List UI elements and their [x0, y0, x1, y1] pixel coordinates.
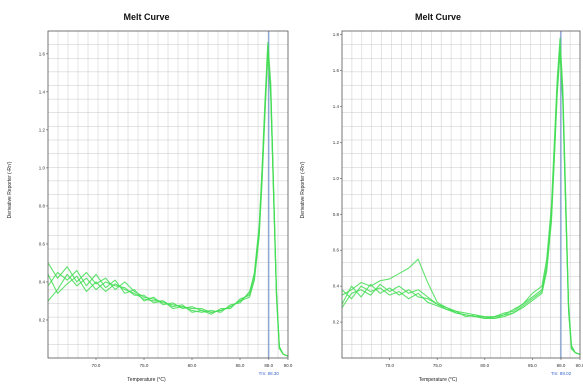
x-tick-label: 90.0 — [284, 363, 293, 368]
melt-curve-chart-right: Melt Curve Derivative Reporter (-Rn') Te… — [293, 0, 583, 387]
y-tick-label: 1.0 — [333, 176, 340, 181]
grid — [48, 31, 288, 358]
series-line-4 — [341, 52, 581, 355]
y-tick-label: 1.4 — [333, 104, 340, 109]
chart-title: Melt Curve — [414, 12, 461, 22]
x-tick-label: 85.0 — [236, 363, 245, 368]
x-tick-label: 80.0 — [188, 363, 197, 368]
y-tick-label: 1.8 — [333, 32, 340, 37]
y-tick-label: 1.4 — [39, 89, 46, 94]
x-tick-label: 88.0 — [264, 363, 273, 368]
chart-title: Melt Curve — [123, 12, 170, 22]
x-tick-label: 70.0 — [385, 363, 394, 368]
y-tick-label: 0.4 — [39, 279, 46, 284]
x-axis-label: Temperature (°C) — [418, 377, 458, 383]
x-tick-label: 88.0 — [557, 363, 566, 368]
plot-frame — [47, 30, 289, 359]
x-tick-label: 80.0 — [480, 363, 489, 368]
y-tick-label: 0.4 — [333, 284, 340, 289]
x-axis-label: Temperature (°C) — [127, 377, 166, 383]
grid — [342, 31, 580, 358]
x-tick-label: 70.0 — [92, 363, 101, 368]
x-tick-label: 75.0 — [140, 363, 149, 368]
y-tick-label: 0.8 — [333, 212, 340, 217]
y-tick-label: 1.0 — [39, 165, 46, 170]
x-tick-label: 75.0 — [433, 363, 442, 368]
y-tick-label: 0.8 — [39, 203, 46, 208]
y-tick-label: 0.6 — [39, 241, 46, 246]
melt-curve-chart-left: Melt Curve Derivative Reporter (-Rn') Te… — [7, 12, 293, 383]
y-tick-label: 1.2 — [333, 140, 340, 145]
tm-label: Tm: 88.30 — [259, 371, 280, 376]
tm-label: Tm: 88.02 — [551, 371, 572, 376]
plot-frame — [341, 30, 581, 359]
x-tick-label: 85.0 — [528, 363, 537, 368]
y-tick-label: 1.6 — [39, 51, 46, 56]
melt-curve-plot: Tm: 88.02 0.2 0.4 0.6 0.8 1.0 1.2 1.4 1.6 1.8 70.0… — [333, 30, 583, 376]
y-tick-label: 1.6 — [333, 68, 340, 73]
melt-curve-plot: Tm: 88.30 0.2 0.4 0.6 0.8 1.0 1.2 1.4 1.6 70.0 75.… — [39, 30, 293, 376]
y-tick-label: 0.6 — [333, 248, 340, 253]
series-line-4 — [47, 53, 289, 357]
y-tick-label: 0.2 — [333, 320, 340, 325]
y-tick-label: 1.2 — [39, 127, 46, 132]
y-tick-label: 0.2 — [39, 317, 46, 322]
x-tick-label: 90.0 — [576, 363, 583, 368]
